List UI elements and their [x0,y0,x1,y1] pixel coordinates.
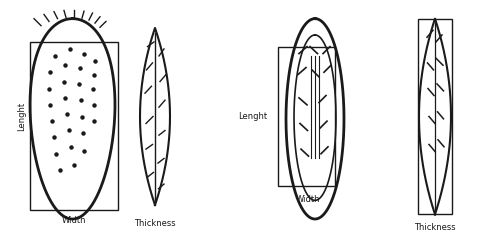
Text: Lenght: Lenght [18,102,26,131]
Text: Thickness: Thickness [134,219,176,228]
Text: Lenght: Lenght [238,112,267,121]
Text: Width: Width [295,195,320,204]
Bar [278,47,335,186]
Bar [418,19,452,214]
Bar [30,42,118,210]
Text: Thickness: Thickness [414,223,456,232]
Text: Width: Width [62,216,86,225]
